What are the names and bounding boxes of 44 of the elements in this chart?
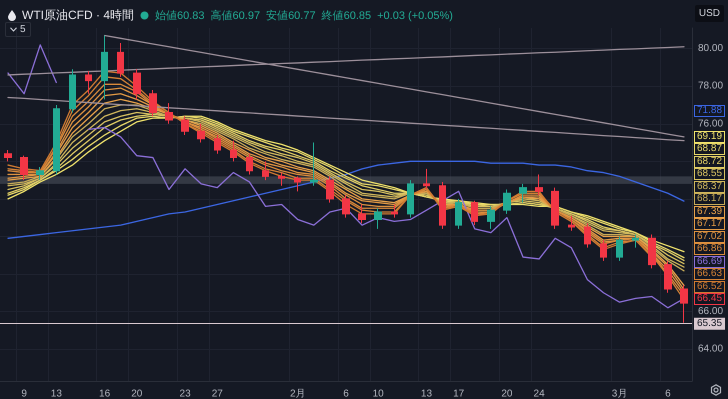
- text: 68.37: [694, 180, 726, 193]
- annotation: 5: [20, 24, 26, 35]
- text: 66.45: [694, 293, 726, 306]
- text: +0.03 (+0.05%): [377, 10, 453, 22]
- text: 71.88: [694, 105, 726, 118]
- text: 68.17: [694, 193, 726, 206]
- x-tick-label: 20: [501, 388, 513, 399]
- y-tick-label: 80.00: [698, 43, 724, 54]
- x-tick-label: 2月: [290, 388, 306, 399]
- x-tick-label: 9: [21, 388, 28, 399]
- x-tick-label: 13: [420, 388, 432, 399]
- x-tick-label: 23: [180, 388, 192, 399]
- text: 68.72: [694, 156, 726, 168]
- text: 66.52: [694, 280, 726, 293]
- text: 始値60.83: [155, 9, 205, 23]
- y-tick-label: 64.00: [698, 344, 724, 355]
- ref-line-label: 65.35: [697, 318, 722, 330]
- x-tick-label: 6: [343, 388, 350, 399]
- text: 終値60.85: [322, 9, 372, 23]
- x-tick-label: 17: [453, 388, 465, 399]
- x-tick-label: 20: [131, 388, 143, 399]
- chart-title: WTI原油CFD · 4時間: [22, 7, 134, 24]
- text: 66.69: [694, 256, 726, 268]
- y-tick-label: 66.00: [698, 306, 724, 318]
- text: 67.39: [694, 206, 726, 218]
- x-tick-label: 6: [665, 388, 672, 399]
- text: USD: [694, 5, 724, 22]
- text: 66.86: [694, 243, 726, 256]
- x-tick-label: 27: [212, 388, 224, 399]
- text: 67.02: [694, 230, 726, 243]
- text: 高値60.97: [210, 8, 260, 23]
- x-tick-label: 10: [372, 388, 384, 399]
- y-tick-label: 78.00: [698, 80, 724, 92]
- x-tick-label: 13: [50, 388, 62, 399]
- text: 68.87: [694, 143, 726, 156]
- text: 67.17: [694, 218, 726, 230]
- text: 69.19: [694, 130, 726, 143]
- x-tick-label: 24: [534, 388, 546, 399]
- text: 66.63: [694, 268, 726, 280]
- y-tick-label: 76.00: [698, 118, 724, 130]
- x-tick-label: 3月: [612, 388, 628, 399]
- text: 68.55: [694, 168, 726, 180]
- text: 安値60.77: [266, 8, 316, 23]
- x-tick-label: 16: [99, 388, 111, 399]
